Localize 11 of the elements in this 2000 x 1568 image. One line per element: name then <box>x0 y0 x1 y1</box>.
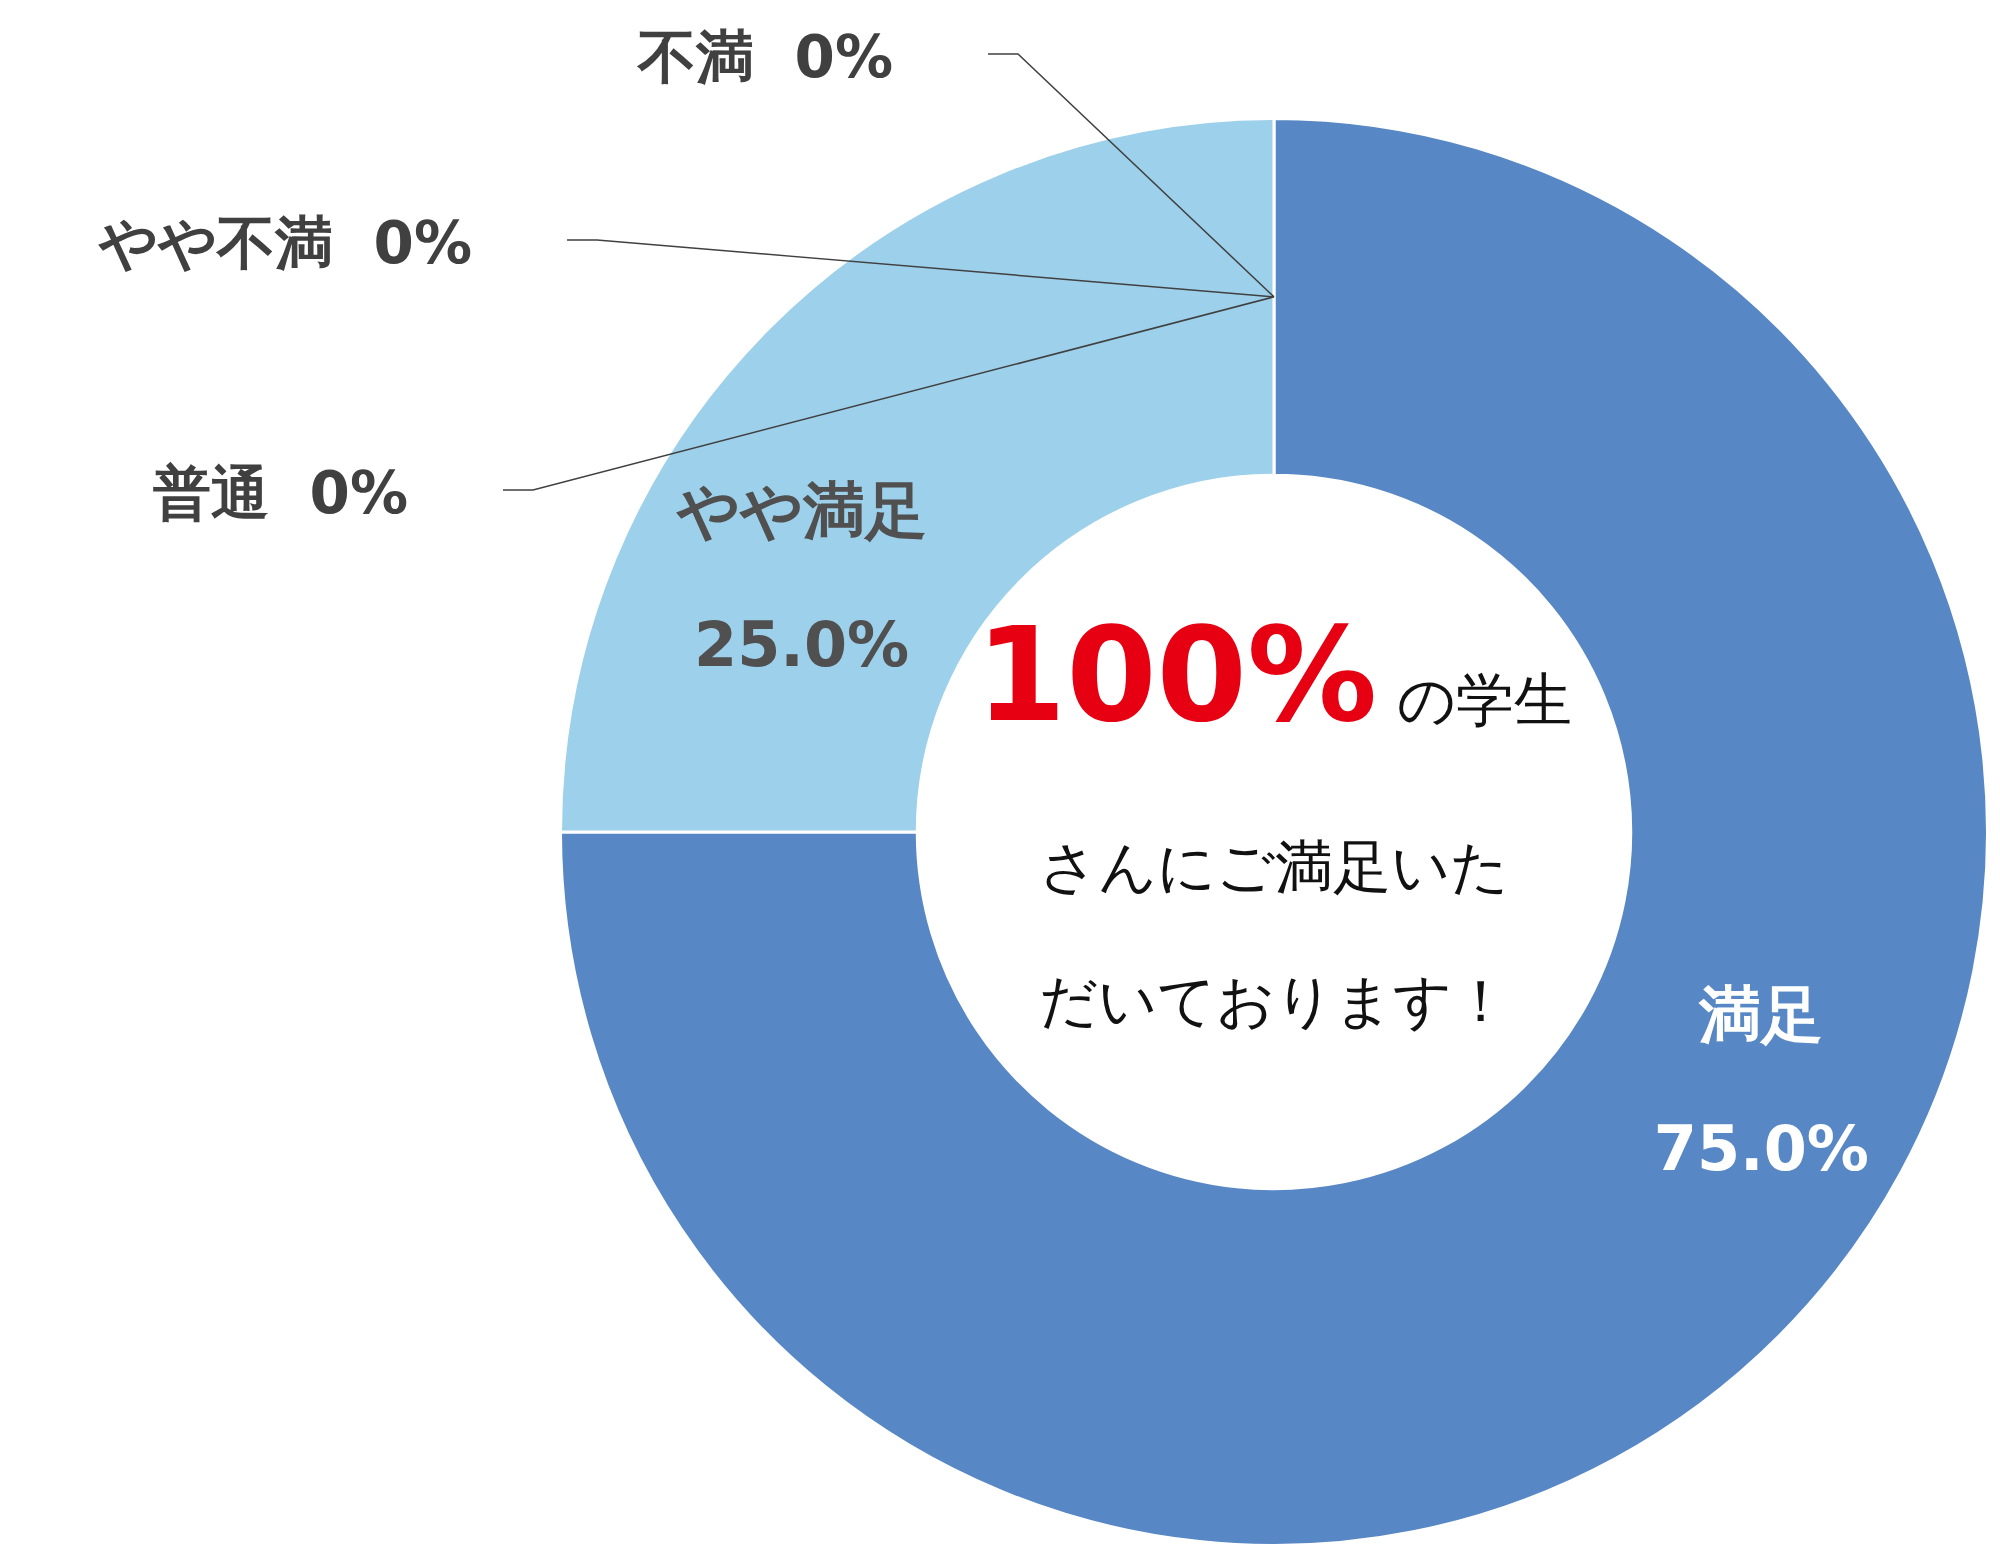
text: だいております！ <box>1038 967 1510 1035</box>
slice-label: やや満足 <box>675 473 927 547</box>
category-label: 不満 0% <box>638 23 893 92</box>
slice-label: 満足 <box>1698 978 1824 1052</box>
data-label: 25.0% <box>694 607 910 681</box>
text: さんにご満足いた <box>1039 833 1509 901</box>
category-label: 普通 0% <box>153 459 408 528</box>
text: の学生 <box>1397 666 1573 734</box>
text: 100% <box>975 599 1378 751</box>
data-label: 75.0% <box>1653 1112 1869 1186</box>
category-label: やや不満 0% <box>99 209 472 278</box>
